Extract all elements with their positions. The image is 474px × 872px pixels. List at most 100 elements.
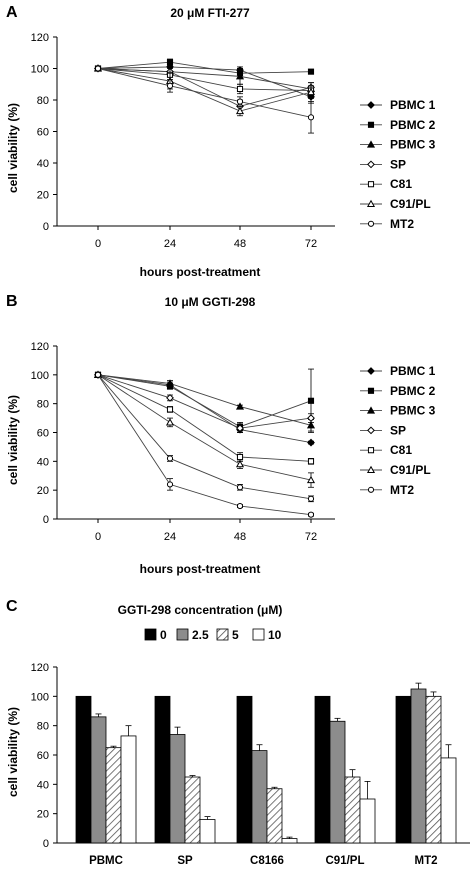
panel-letter-b: B: [6, 293, 18, 310]
panel-a-data-point: [235, 106, 245, 115]
panel-b-legend-item-7: MT2: [360, 483, 414, 497]
panel-b-title: 10 μM GGTI-298: [165, 295, 256, 309]
panel-a-x-axis-label: hours post-treatment: [140, 265, 261, 279]
panel-a-legend-item-7: MT2: [360, 217, 414, 231]
panel-a: A 20 μM FTI-277 0 20 40 60 80 100 120 0 24 48 72 c…: [6, 4, 436, 279]
panel-b-x-axis-label: hours post-treatment: [140, 562, 261, 576]
panel-b-series-line: [97, 374, 312, 516]
panel-c-legend-label: 5: [232, 628, 239, 642]
panel-b-legend-label: MT2: [390, 483, 414, 497]
panel-c-bar: [90, 716, 107, 844]
panel-a-data-point: [307, 114, 315, 121]
panel-a-legend-marker: [366, 140, 376, 148]
panel-c-bar: [395, 695, 412, 844]
panel-b-legend-item-6: C91/PL: [360, 463, 431, 477]
panel-c-legend-swatch: [252, 628, 265, 641]
panel-a-data-point: [236, 85, 244, 93]
panel-a-series-5: [94, 65, 315, 96]
panel-b-legend-marker: [367, 426, 375, 435]
panel-a-y-tick-label: 80: [37, 95, 49, 107]
panel-c-bar: [154, 695, 171, 844]
panel-a-y-axis-label: cell viability (%): [6, 103, 20, 193]
panel-a-legend-item-6: C91/PL: [360, 197, 431, 211]
panel-a-series-line: [97, 66, 312, 98]
panel-b-data-point: [165, 379, 175, 387]
panel-b-data-point: [165, 418, 175, 426]
panel-c-legend-item-3: 5: [216, 628, 239, 642]
panel-c-legend-swatch: [144, 628, 157, 641]
panel-a-legend-item-4: SP: [360, 157, 406, 171]
panel-b-series-4: [94, 370, 315, 433]
panel-c-bar: [251, 750, 268, 844]
panel-c-legend-item-2: 2.5: [176, 628, 209, 642]
panel-b-data-point: [307, 438, 315, 447]
panel-a-series-6: [93, 64, 316, 117]
panel-a-legend-label: PBMC 3: [390, 138, 436, 152]
panel-a-y-tick-label: 60: [37, 127, 49, 139]
panel-a-y-tick-label: 40: [37, 158, 49, 170]
panel-c-bar: [344, 776, 361, 844]
panel-c-group-4: [314, 695, 376, 844]
panel-a-legend-marker: [366, 199, 376, 208]
panel-c-y-tick-label: 100: [31, 691, 49, 703]
panel-a-legend-marker: [367, 181, 375, 188]
panel-c-bar: [281, 838, 298, 844]
panel-a-legend-label: SP: [390, 157, 406, 171]
panel-c-bar: [236, 695, 253, 844]
panel-b-legend-item-3: PBMC 3: [360, 404, 436, 418]
panel-c-legend-item-1: 0: [144, 628, 167, 642]
panel-c-legend-label: 0: [160, 628, 167, 642]
panel-c-y-tick-label: 80: [37, 721, 49, 733]
panel-b-y-axis-label: cell viability (%): [6, 395, 20, 485]
panel-a-data-point: [306, 87, 316, 96]
panel-b-data-point: [236, 424, 244, 433]
panel-c: C GGTI-298 concentration (μM) 0 2.5 5 10 0 2…: [6, 598, 470, 867]
panel-a-series-7: [94, 65, 315, 134]
panel-a-series-line: [97, 68, 312, 112]
panel-a-data-point: [236, 98, 244, 105]
panel-b-legend-marker: [367, 486, 375, 493]
panel-b-legend-marker: [367, 447, 375, 454]
panel-b-x-tick-label: 24: [164, 531, 176, 543]
panel-c-group-3: [236, 695, 298, 844]
panel-b-data-point: [94, 371, 102, 378]
panel-c-bar: [184, 776, 201, 844]
panel-b-x-tick-label: 0: [95, 531, 101, 543]
panel-b-legend-item-2: PBMC 2: [360, 384, 436, 398]
panel-b-series-5: [94, 371, 315, 465]
panel-b-data-point: [236, 453, 244, 461]
panel-c-bar: [314, 695, 331, 844]
panel-a-data-point: [235, 72, 245, 80]
panel-c-legend: 0 2.5 5 10: [144, 628, 282, 642]
panel-c-group-1: [75, 695, 137, 844]
panel-a-data-point: [307, 68, 315, 75]
panel-a-y-tick-label: 100: [31, 64, 49, 76]
panel-b-data-point: [306, 421, 316, 429]
panel-c-y-tick-label: 40: [37, 779, 49, 791]
panel-b-y-tick-label: 20: [37, 485, 49, 497]
panel-a-x-tick-label: 72: [305, 238, 317, 250]
panel-b-legend-item-5: C81: [360, 443, 412, 457]
panel-b-series-8: [94, 371, 315, 518]
panel-b-y-tick-label: 100: [31, 370, 49, 382]
panel-b-data-point: [307, 397, 315, 404]
panel-c-bar: [425, 695, 442, 844]
panel-c-y-axis-label: cell viability (%): [6, 707, 20, 797]
panel-a-y-tick-label: 0: [43, 221, 49, 233]
panel-a-series-line: [97, 68, 312, 118]
panel-c-bar: [199, 819, 216, 844]
panel-b-y-tick-label: 80: [37, 399, 49, 411]
panel-c-bar: [329, 720, 346, 844]
panel-b-plot: 0 20 40 60 80 100 120 0 24 48 72: [31, 341, 335, 543]
panel-c-y-tick-label: 60: [37, 750, 49, 762]
panel-a-legend-marker: [367, 121, 375, 128]
panel-c-legend-swatch: [176, 628, 189, 641]
panel-c-y-tick-label: 20: [37, 809, 49, 821]
panel-b-series-line: [97, 374, 312, 444]
panel-b-data-point: [166, 455, 174, 462]
panel-a-y-tick-label: 120: [31, 32, 49, 44]
panel-b-y-tick-label: 40: [37, 456, 49, 468]
panel-c-bar: [440, 757, 457, 844]
panel-c-category-label: C91/PL: [326, 855, 365, 867]
